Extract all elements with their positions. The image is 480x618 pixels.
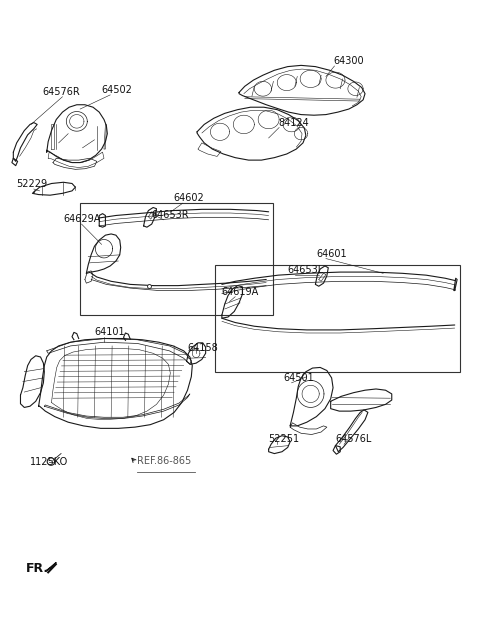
- Text: REF.86-865: REF.86-865: [137, 456, 192, 466]
- Text: 64300: 64300: [333, 56, 364, 66]
- Text: 64602: 64602: [173, 193, 204, 203]
- Text: 64576L: 64576L: [336, 434, 372, 444]
- Text: 52251: 52251: [269, 434, 300, 444]
- Text: 64502: 64502: [102, 85, 132, 95]
- Bar: [80, 203, 274, 315]
- Text: 64629A: 64629A: [63, 214, 101, 224]
- Text: 64101: 64101: [95, 327, 125, 337]
- Text: 1125KO: 1125KO: [30, 457, 68, 467]
- Text: 52229: 52229: [16, 179, 47, 189]
- Text: 64653L: 64653L: [288, 265, 324, 275]
- Text: 64158: 64158: [188, 343, 218, 353]
- Bar: [215, 265, 459, 372]
- Text: FR.: FR.: [26, 562, 49, 575]
- Text: 84124: 84124: [278, 117, 309, 127]
- Text: 64619A: 64619A: [221, 287, 258, 297]
- Polygon shape: [47, 562, 56, 570]
- Text: 64601: 64601: [316, 248, 347, 258]
- Text: 64501: 64501: [283, 373, 314, 383]
- Text: 64576R: 64576R: [42, 87, 80, 97]
- Text: 64653R: 64653R: [152, 210, 189, 220]
